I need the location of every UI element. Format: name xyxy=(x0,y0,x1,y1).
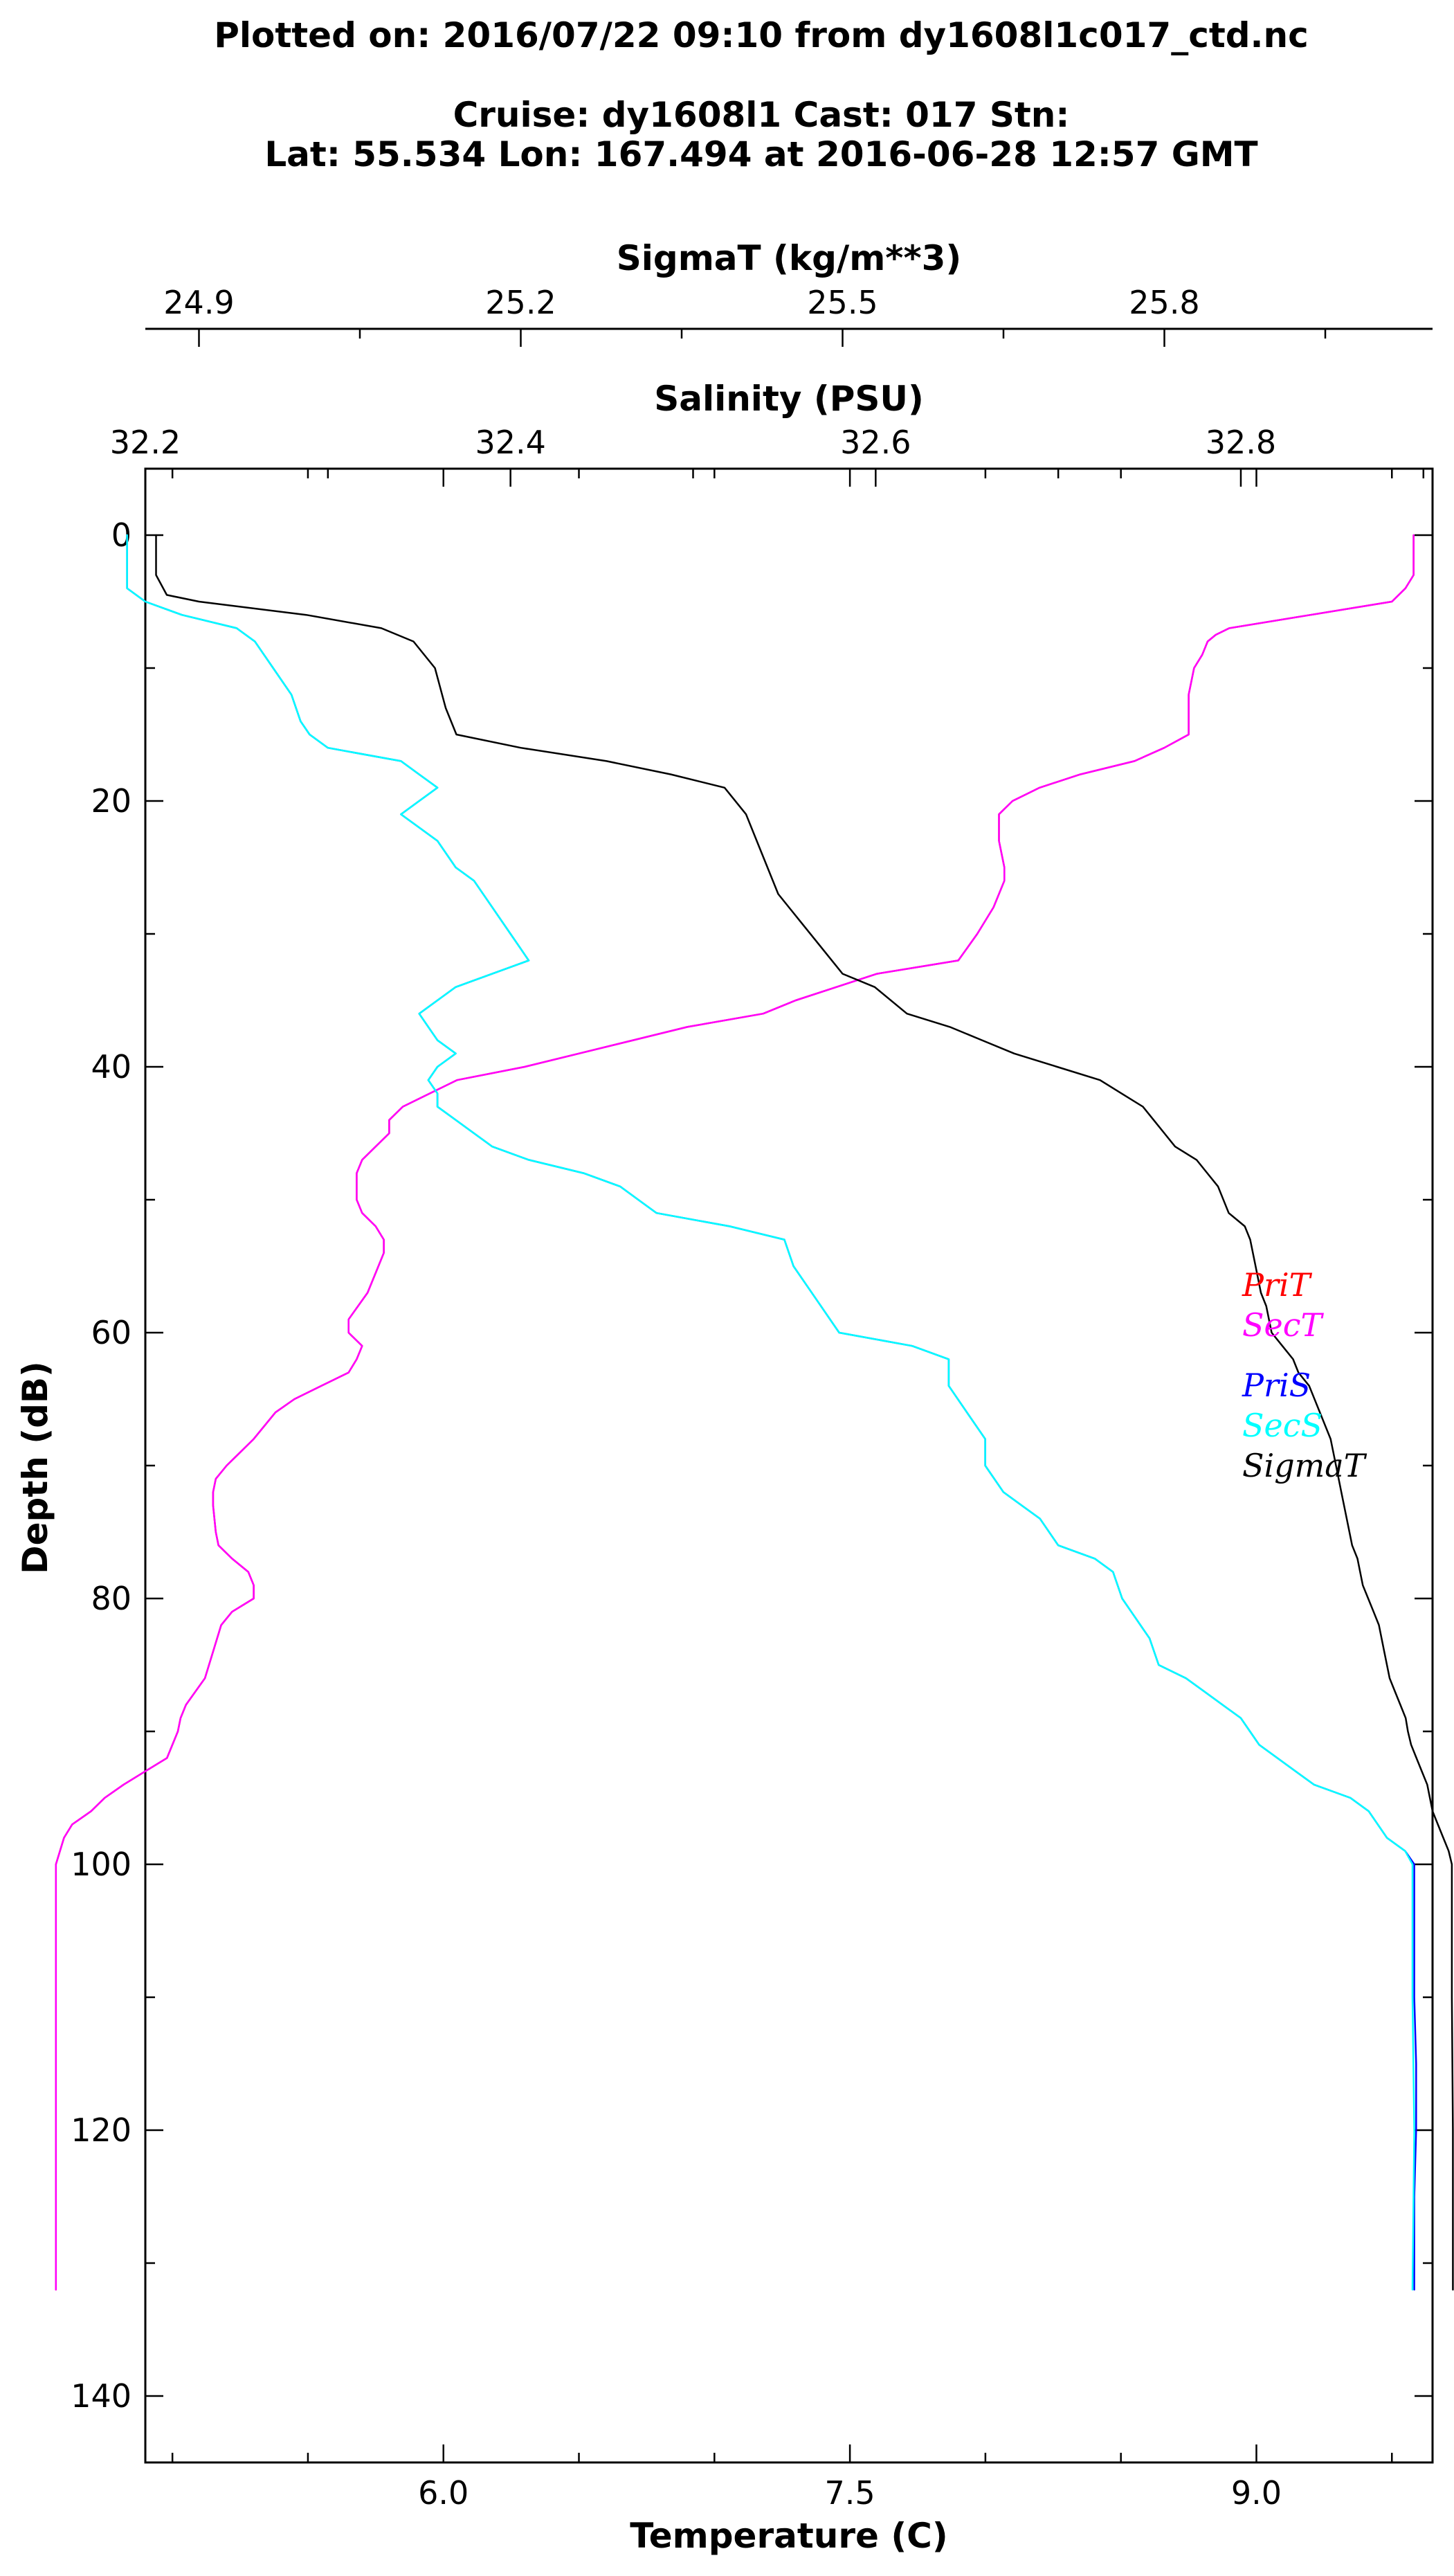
depth-tick-label: 0 xyxy=(111,516,131,554)
salinity-tick-label: 32.8 xyxy=(1206,424,1276,461)
salinity-tick-label: 32.2 xyxy=(110,424,181,461)
depth-tick-label: 60 xyxy=(91,1314,131,1351)
title-line-2: Cruise: dy1608l1 Cast: 017 Stn: xyxy=(453,95,1070,135)
series-line-sect xyxy=(55,534,1415,2291)
sigmat-tick-label: 25.8 xyxy=(1129,284,1199,321)
sigmat-axis-label: SigmaT (kg/m**3) xyxy=(617,238,962,278)
depth-tick-label: 40 xyxy=(91,1048,131,1086)
series-line-secs xyxy=(126,534,1415,2291)
sigmat-tick-label: 25.2 xyxy=(485,284,556,321)
legend-entry-secs: SecS xyxy=(1242,1407,1323,1444)
legend-entry-pris: PriS xyxy=(1242,1367,1311,1404)
depth-tick-label: 140 xyxy=(71,2377,131,2415)
temperature-tick-label: 6.0 xyxy=(418,2474,469,2512)
temperature-tick-label: 9.0 xyxy=(1231,2474,1282,2512)
legend-entry-prit: PriT xyxy=(1242,1266,1313,1304)
depth-tick-label: 100 xyxy=(71,1846,131,1883)
sigmat-tick-label: 25.5 xyxy=(807,284,878,321)
temperature-tick-label: 7.5 xyxy=(825,2474,875,2512)
temperature-axis-label: Temperature (C) xyxy=(630,2516,947,2556)
depth-tick-label: 80 xyxy=(91,1580,131,1617)
legend-entry-sigmat: SigmaT xyxy=(1242,1447,1367,1484)
sigmat-tick-label: 24.9 xyxy=(163,284,234,321)
salinity-tick-label: 32.6 xyxy=(840,424,911,461)
depth-tick-label: 20 xyxy=(91,782,131,820)
legend-entry-sect: SecT xyxy=(1242,1306,1324,1344)
title-line-1: Plotted on: 2016/07/22 09:10 from dy1608… xyxy=(214,15,1309,55)
depth-tick-label: 120 xyxy=(71,2111,131,2149)
salinity-axis-label: Salinity (PSU) xyxy=(654,379,924,419)
title-line-3: Lat: 55.534 Lon: 167.494 at 2016-06-28 1… xyxy=(264,134,1257,174)
series-line-sigmat xyxy=(155,534,1454,2291)
depth-axis-label: Depth (dB) xyxy=(15,1361,55,1574)
salinity-tick-label: 32.4 xyxy=(475,424,545,461)
